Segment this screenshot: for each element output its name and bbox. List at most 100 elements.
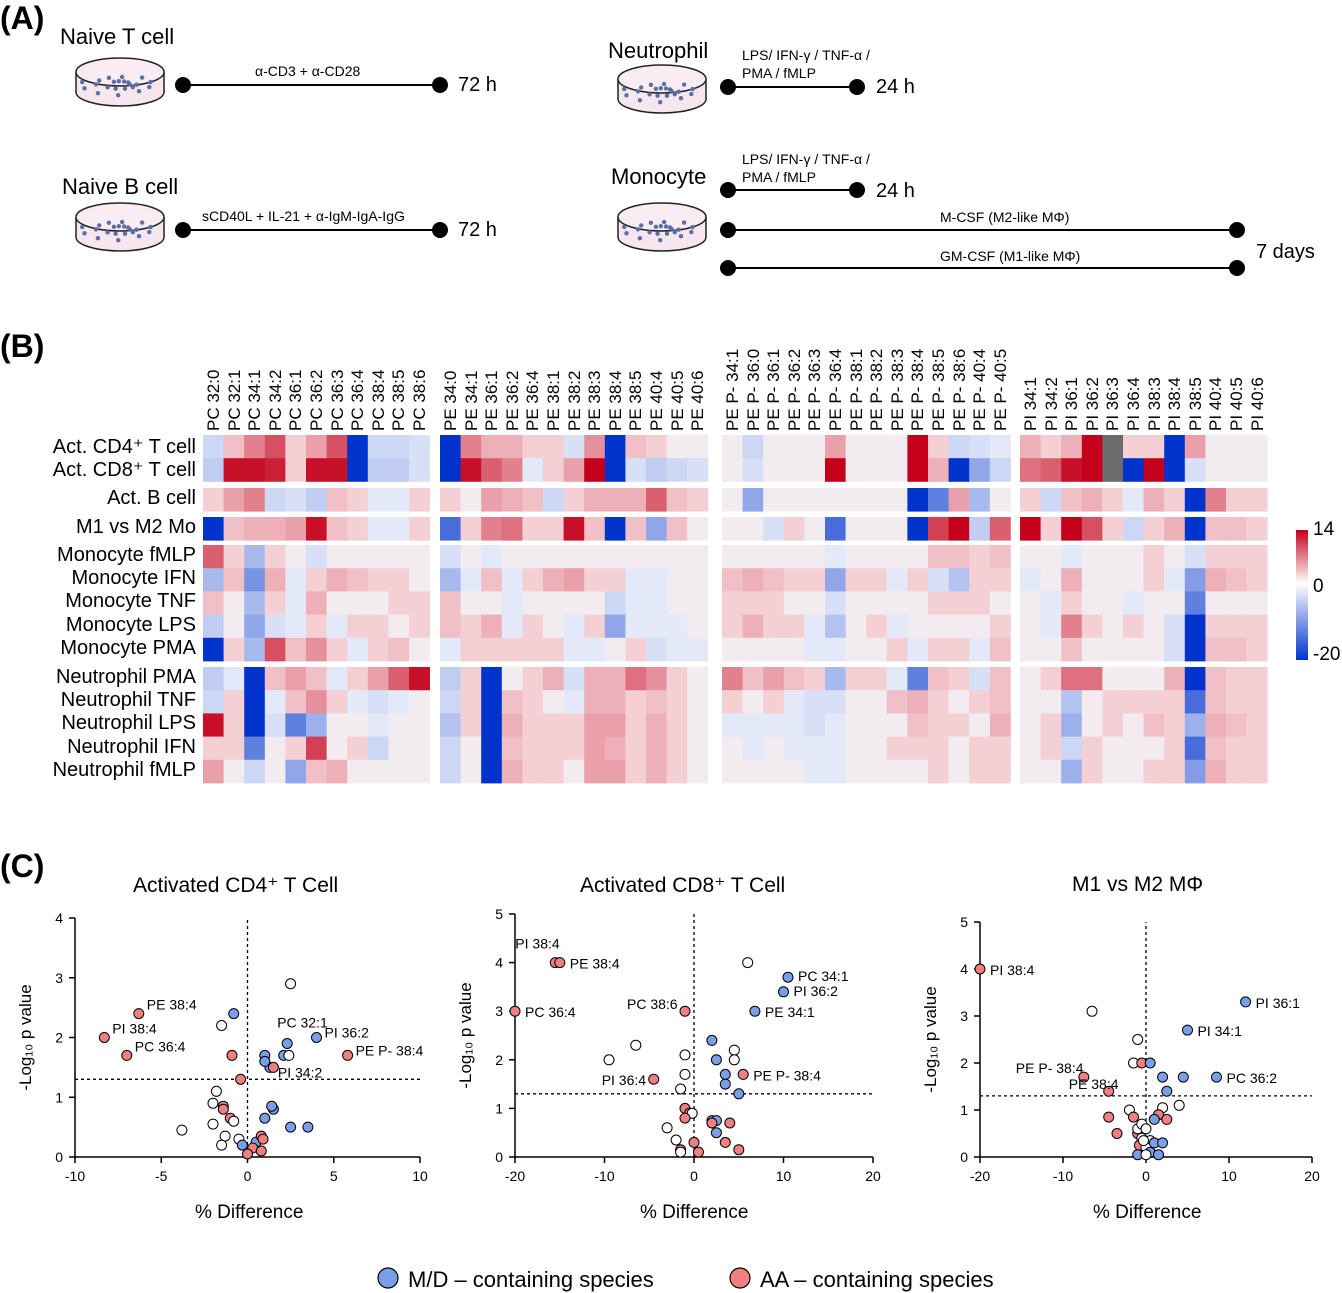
heatmap-cell: [1061, 667, 1083, 691]
heatmap-cell: [604, 458, 626, 482]
heatmap-cell: [563, 591, 585, 615]
heatmap-cell: [928, 690, 949, 714]
data-point: [733, 1144, 745, 1156]
heatmap-cell: [666, 591, 688, 615]
heatmap-cell: [886, 458, 908, 482]
heatmap-cell: [460, 690, 482, 714]
heatmap-cell: [907, 759, 929, 784]
heatmap-cell: [584, 736, 606, 761]
heatmap-cell: [223, 637, 245, 662]
heatmap-cell: [886, 517, 908, 541]
heatmap-cell: [948, 667, 970, 691]
heatmap-cell: [1246, 545, 1268, 569]
heatmap-cell: [264, 637, 286, 662]
data-point: [259, 1055, 271, 1067]
point-label: PI 34:2: [278, 1064, 323, 1080]
heatmap-cell: [501, 591, 523, 615]
heatmap-cell: [989, 545, 1011, 569]
heatmap-cell: [1102, 568, 1124, 592]
heatmap-cell: [1081, 667, 1103, 691]
heatmap-cell: [367, 488, 389, 512]
heatmap-cell: [367, 759, 389, 784]
point-label: PI 38:4: [515, 936, 560, 952]
heatmap-cell: [388, 690, 410, 714]
heatmap-cell: [306, 759, 327, 784]
heatmap-cell: [646, 667, 667, 691]
heatmap-cell: [1081, 759, 1103, 784]
heatmap-cell: [845, 614, 867, 639]
heatmap-cell: [604, 637, 626, 662]
heatmap-cell: [666, 568, 688, 592]
heatmap-cell: [1123, 591, 1144, 615]
point-label: PE 34:1: [765, 1004, 815, 1020]
heatmap-cell: [687, 591, 709, 615]
heatmap-cell: [866, 458, 888, 482]
heatmap-cell: [285, 568, 307, 592]
heatmap-cell: [907, 545, 929, 569]
data-point: [133, 1008, 145, 1020]
heatmap-cell: [1020, 568, 1041, 592]
heatmap-cell: [1102, 759, 1124, 784]
heatmap-cell: [264, 690, 286, 714]
heatmap-cell: [948, 435, 970, 459]
heatmap-cell: [948, 545, 970, 569]
data-point: [1161, 1113, 1173, 1125]
heatmap-cell: [687, 736, 709, 761]
point-label: PC 36:4: [525, 1004, 576, 1020]
monocyte-label: Monocyte: [611, 164, 707, 189]
heatmap-cells: [203, 435, 1268, 784]
petri-dish-icon: [75, 202, 165, 252]
heatmap-cell: [1164, 591, 1186, 615]
heatmap-cell: [687, 690, 709, 714]
point-label: PE 38:4: [147, 997, 197, 1013]
heatmap-cell: [783, 458, 805, 482]
heatmap-cell: [1020, 667, 1041, 691]
heatmap-cell: [203, 591, 224, 615]
heatmap-cell: [584, 517, 606, 541]
heatmap-cell: [866, 488, 888, 512]
heatmap-cell: [326, 736, 348, 761]
heatmap-cell: [264, 736, 286, 761]
heatmap-cell: [306, 713, 327, 737]
b-cell-time: 72 h: [458, 219, 497, 241]
heatmap-cell: [866, 614, 888, 639]
heatmap-cell: [481, 458, 503, 482]
heatmap-cell: [522, 713, 544, 737]
data-point: [719, 1136, 731, 1148]
heatmap-cell: [1205, 690, 1227, 714]
heatmap-cell: [1020, 614, 1041, 639]
heatmap-cell: [440, 517, 461, 541]
xlabel-m1m2: % Difference: [1093, 1202, 1202, 1223]
heatmap-cell: [742, 690, 764, 714]
data-point: [1144, 1057, 1156, 1069]
point-label: PE P- 38:4: [753, 1067, 821, 1083]
data-point: [228, 1115, 240, 1127]
data-point: [1148, 1113, 1160, 1125]
heatmap-cell: [244, 545, 266, 569]
heatmap-cell: [825, 435, 846, 459]
neutrophil-time: 24 h: [876, 76, 915, 98]
heatmap-cell: [948, 614, 970, 639]
heatmap-cell: [722, 545, 743, 569]
heatmap-cell: [646, 637, 667, 662]
heatmap-cell: [1164, 545, 1186, 569]
heatmap-cell: [1020, 591, 1041, 615]
heatmap-cell: [763, 667, 785, 691]
heatmap-cell: [543, 759, 564, 784]
heatmap-cell: [625, 690, 647, 714]
heatmap-cell: [845, 759, 867, 784]
heatmap-cell: [501, 759, 523, 784]
heatmap-row-label: Monocyte TNF: [65, 590, 196, 613]
data-point: [302, 1121, 314, 1133]
heatmap-cell: [1205, 591, 1227, 615]
heatmap-cell: [907, 517, 929, 541]
heatmap-cell: [804, 591, 826, 615]
legend-md-marker: [377, 1267, 399, 1289]
x-tick-label: -20: [505, 1168, 525, 1184]
heatmap-cell: [804, 545, 826, 569]
heatmap-cell: [440, 591, 461, 615]
colorbar-mid: 0: [1313, 576, 1324, 597]
heatmap-cell: [409, 713, 430, 737]
heatmap-cell: [722, 713, 743, 737]
x-tick-label: 10: [1221, 1168, 1237, 1184]
